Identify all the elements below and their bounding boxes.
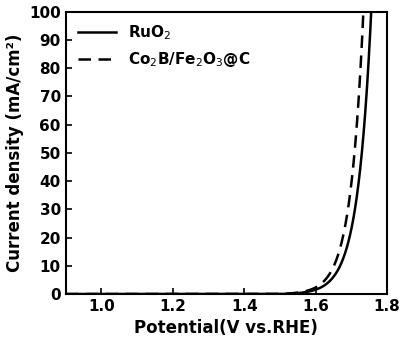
RuO$_2$ — [207, 292, 212, 296]
Line: Co$_2$B/Fe$_2$O$_3$@C: Co$_2$B/Fe$_2$O$_3$@C — [66, 0, 404, 294]
Line: RuO$_2$: RuO$_2$ — [66, 0, 404, 294]
RuO$_2$ — [102, 292, 107, 296]
Y-axis label: Current density (mA/cm²): Current density (mA/cm²) — [6, 34, 23, 272]
RuO$_2$ — [193, 292, 198, 296]
X-axis label: Potential(V vs.RHE): Potential(V vs.RHE) — [134, 319, 318, 338]
RuO$_2$ — [63, 292, 68, 296]
Co$_2$B/Fe$_2$O$_3$@C — [193, 292, 198, 296]
Co$_2$B/Fe$_2$O$_3$@C — [358, 44, 363, 48]
RuO$_2$ — [358, 152, 363, 156]
Legend: RuO$_2$, Co$_2$B/Fe$_2$O$_3$@C: RuO$_2$, Co$_2$B/Fe$_2$O$_3$@C — [73, 19, 254, 74]
Co$_2$B/Fe$_2$O$_3$@C — [122, 292, 127, 296]
Co$_2$B/Fe$_2$O$_3$@C — [102, 292, 107, 296]
Co$_2$B/Fe$_2$O$_3$@C — [63, 292, 68, 296]
Co$_2$B/Fe$_2$O$_3$@C — [207, 292, 212, 296]
RuO$_2$ — [122, 292, 127, 296]
